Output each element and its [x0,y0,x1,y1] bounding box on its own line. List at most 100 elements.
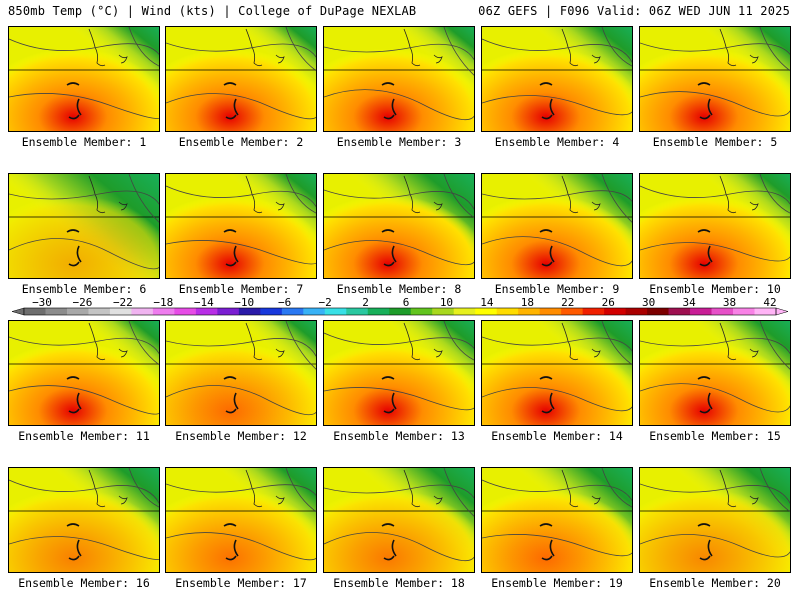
colorbar-segment [45,308,68,315]
ensemble-member-label: Ensemble Member: 2 [178,135,304,149]
colorbar-tick-label: −22 [113,296,133,309]
colorbar-tick-label: 6 [403,296,410,309]
colorbar-tick-label: 30 [642,296,655,309]
ensemble-member-label: Ensemble Member: 18 [333,576,465,590]
colorbar-segment [238,308,261,315]
ensemble-panel [165,173,317,279]
colorbar-segment [367,308,390,315]
colorbar-tick-label: −30 [32,296,52,309]
temperature-map [9,321,159,425]
temperature-map [9,468,159,572]
colorbar-segment [389,308,412,315]
colorbar-segment [195,308,218,315]
model-run-info: 06Z GEFS | F096 Valid: 06Z WED JUN 11 20… [478,4,790,18]
colorbar-segment [518,308,541,315]
ensemble-panel [639,320,791,426]
map-title: 850mb Temp (°C) | Wind (kts) | College o… [8,4,417,18]
ensemble-member-label: Ensemble Member: 20 [649,576,781,590]
colorbar-min-arrow [11,307,25,316]
colorbar-segment [260,308,283,315]
colorbar-tick-label: −2 [318,296,331,309]
ensemble-panel [323,320,475,426]
ensemble-member-label: Ensemble Member: 19 [491,576,623,590]
colorbar-segment [711,308,734,315]
ensemble-member-label: Ensemble Member: 14 [491,429,623,443]
colorbar-segment [131,308,154,315]
temperature-map [640,321,790,425]
colorbar-tick-label: 18 [521,296,534,309]
ensemble-panel [323,467,475,573]
temperature-map [324,468,474,572]
colorbar-tick-label: −14 [194,296,214,309]
ensemble-panel [165,26,317,132]
colorbar-segment [346,308,369,315]
colorbar-segment [453,308,476,315]
colorbar-segment [668,308,691,315]
colorbar-segment [303,308,326,315]
colorbar-segment [625,308,648,315]
temperature-map [324,27,474,131]
temperature-map [482,174,632,278]
temperature-map [482,468,632,572]
ensemble-member-label: Ensemble Member: 3 [336,135,462,149]
colorbar-tick-label: 2 [362,296,369,309]
temperature-map [9,174,159,278]
ensemble-member-label: Ensemble Member: 1 [21,135,147,149]
ensemble-panel [323,26,475,132]
temperature-map [166,27,316,131]
colorbar-segment [174,308,197,315]
colorbar-segment [647,308,669,315]
ensemble-member-label: Ensemble Member: 10 [649,282,781,296]
colorbar-tick-label: 22 [561,296,574,309]
ensemble-panel [8,173,160,279]
ensemble-panel [165,320,317,426]
temperature-map [324,174,474,278]
colorbar-segment [324,308,347,315]
ensemble-panel [8,320,160,426]
ensemble-panel [639,26,791,132]
colorbar-segment [109,308,132,315]
ensemble-panel [639,467,791,573]
temperature-map [166,468,316,572]
colorbar-segment [88,308,111,315]
colorbar-tick-label: 34 [682,296,696,309]
ensemble-member-label: Ensemble Member: 5 [652,135,778,149]
colorbar-segment [432,308,455,315]
ensemble-member-label: Ensemble Member: 17 [175,576,307,590]
ensemble-panel [481,173,633,279]
colorbar-segment [582,308,605,315]
ensemble-member-label: Ensemble Member: 9 [494,282,620,296]
colorbar-segment [66,308,89,315]
colorbar-tick-label: −10 [234,296,254,309]
ensemble-panel [481,320,633,426]
colorbar-segment [152,308,175,315]
temperature-map [166,174,316,278]
colorbar-tick-label: −18 [153,296,173,309]
colorbar-segment [410,308,433,315]
colorbar-tick-label: −26 [73,296,93,309]
temperature-map [640,468,790,572]
colorbar-segment [496,308,519,315]
colorbar-segment [539,308,562,315]
ensemble-member-label: Ensemble Member: 15 [649,429,781,443]
temperature-colorbar: −30 −26 −22 −18 −14 −10 −6 −2 2 6 10 14 18 22 26 30 34 38… [11,296,789,316]
temperature-map [9,27,159,131]
colorbar-segment [754,308,777,315]
colorbar-tick-label: 38 [723,296,736,309]
ensemble-member-label: Ensemble Member: 16 [18,576,150,590]
ensemble-member-label: Ensemble Member: 4 [494,135,620,149]
ensemble-member-label: Ensemble Member: 7 [178,282,304,296]
colorbar-segment [281,308,304,315]
ensemble-member-label: Ensemble Member: 6 [21,282,147,296]
colorbar-segment [475,308,498,315]
ensemble-panel [481,467,633,573]
ensemble-member-label: Ensemble Member: 11 [18,429,150,443]
temperature-map [324,321,474,425]
ensemble-panel [8,467,160,573]
colorbar-tick-label: −6 [278,296,291,309]
colorbar-tick-label: 42 [763,296,776,309]
colorbar-tick-label: 14 [480,296,494,309]
temperature-map [640,174,790,278]
colorbar-segment [604,308,626,315]
colorbar-segment [24,308,46,315]
